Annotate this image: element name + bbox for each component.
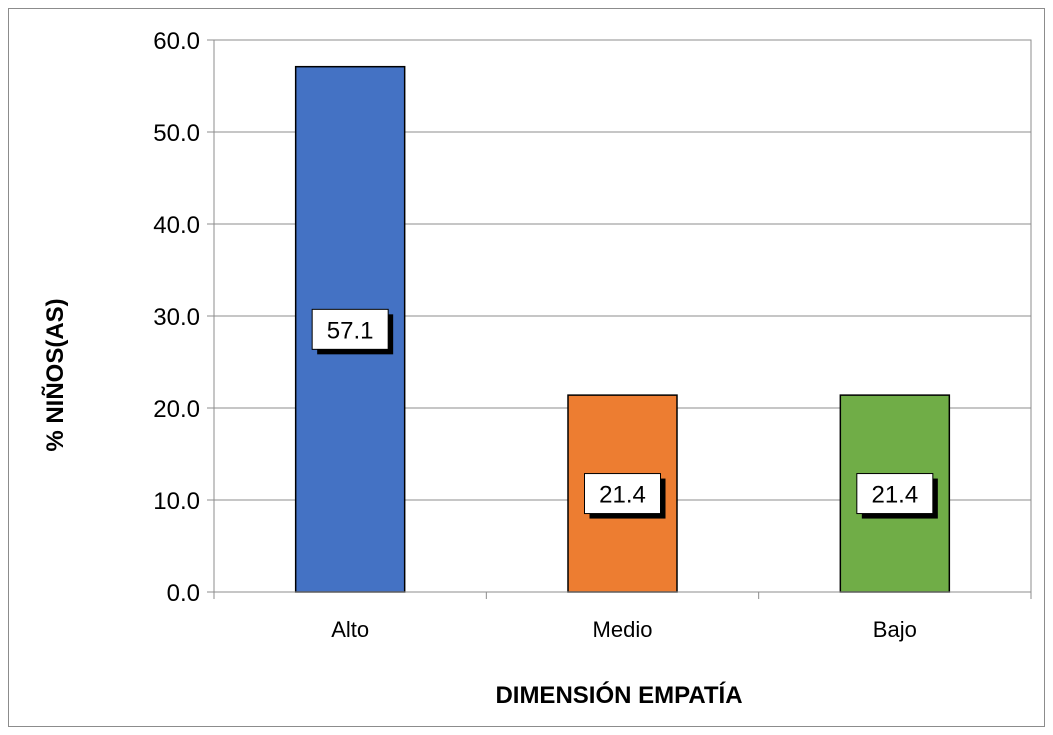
- y-tick-label: 10.0: [153, 488, 200, 515]
- y-tick-label: 20.0: [153, 396, 200, 423]
- x-axis-title: DIMENSIÓN EMPATÍA: [495, 681, 742, 709]
- y-tick-label: 0.0: [167, 580, 200, 607]
- x-tick-label: Medio: [593, 617, 653, 642]
- y-tick-label: 60.0: [153, 28, 200, 55]
- x-tick-label: Bajo: [873, 617, 917, 642]
- y-tick-label: 40.0: [153, 212, 200, 239]
- tick-labels: 0.0 10.0 20.0 30.0 40.0 50.0 60.0 Alto Medio Bajo: [153, 28, 917, 642]
- y-tick-label: 50.0: [153, 120, 200, 147]
- y-axis-title: % NIÑOS(AS): [41, 298, 69, 451]
- data-label-box: [584, 473, 661, 515]
- x-tick-label: Alto: [331, 617, 369, 642]
- data-label-box: [856, 473, 934, 515]
- data-label: 21.4: [871, 482, 918, 509]
- data-label-box: [311, 308, 389, 350]
- data-labels: 57.1 21.4 21.4: [311, 308, 938, 519]
- axes: [207, 39, 1032, 599]
- data-label: 21.4: [599, 482, 646, 509]
- data-label: 57.1: [327, 317, 374, 344]
- chart-frame: [8, 8, 1045, 727]
- y-tick-label: 30.0: [153, 304, 200, 331]
